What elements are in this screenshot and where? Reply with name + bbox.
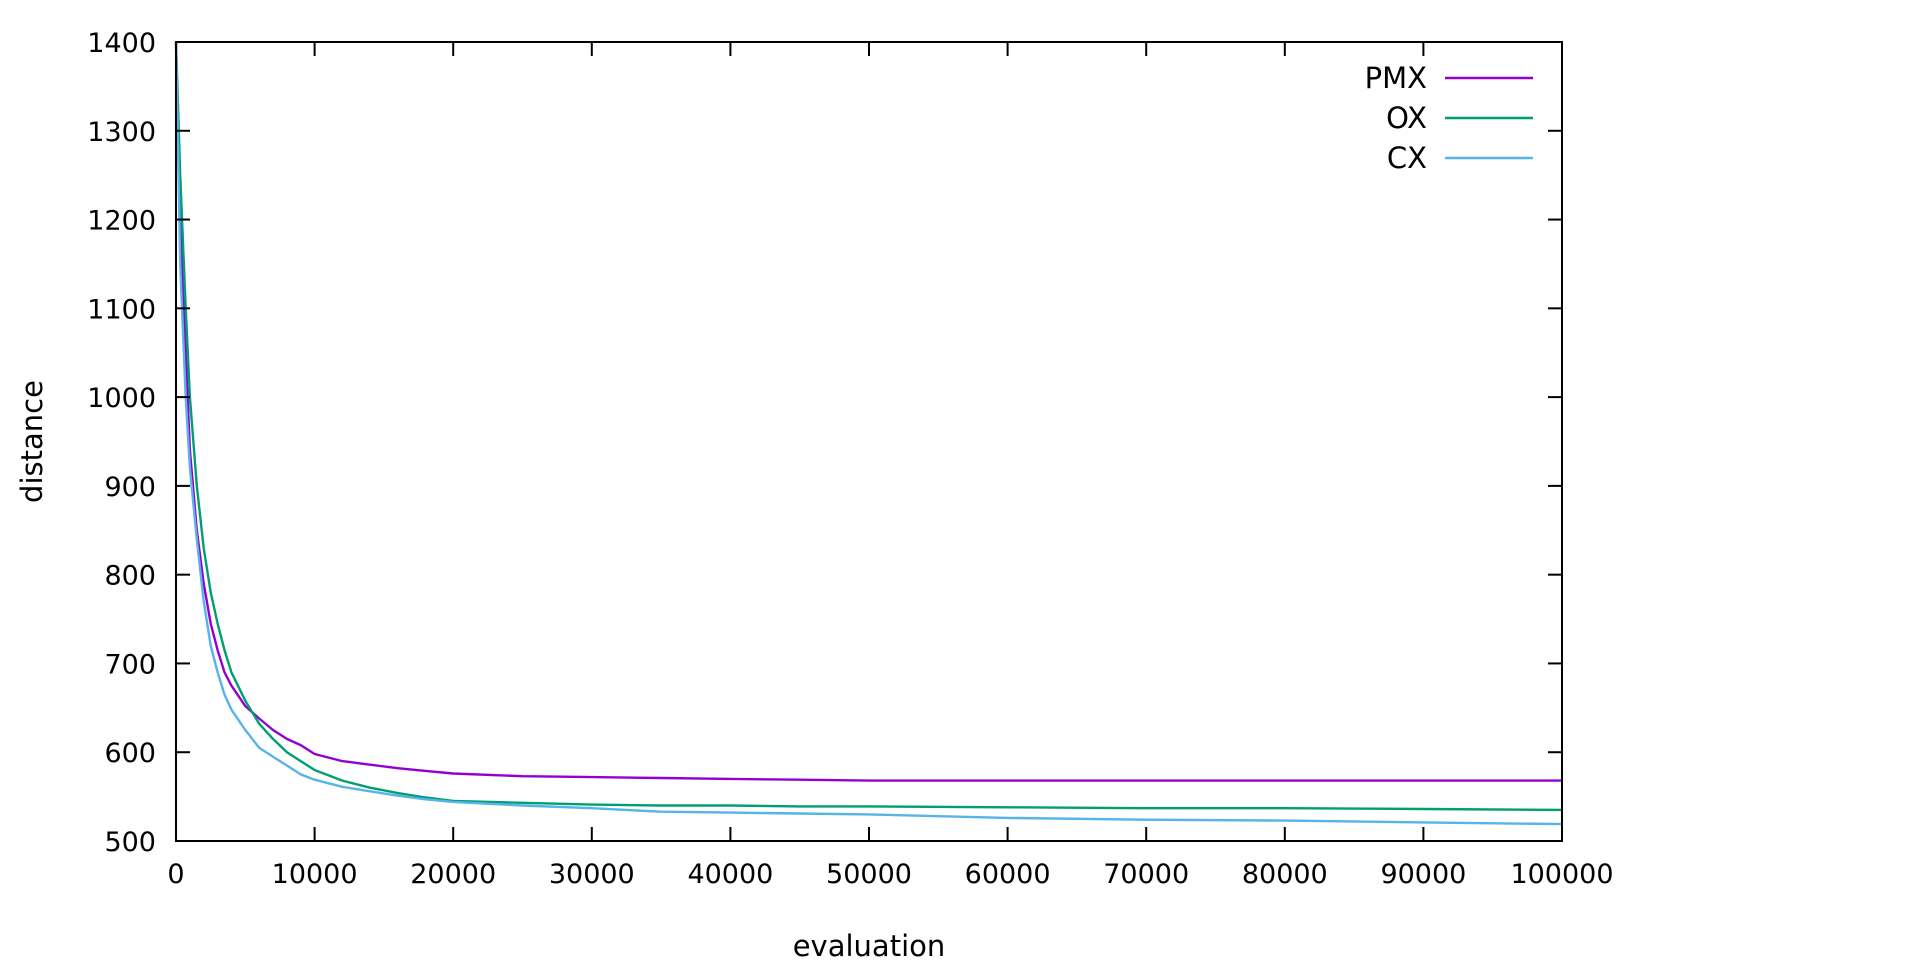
legend-label-pmx: PMX — [1365, 61, 1427, 95]
x-tick-label: 10000 — [272, 859, 358, 890]
series-line-cx — [174, 41, 1563, 826]
x-tick-label: 70000 — [1103, 859, 1189, 890]
x-tick-label: 50000 — [826, 859, 912, 890]
legend-label-ox: OX — [1386, 101, 1427, 135]
y-tick-label: 1000 — [87, 383, 156, 414]
x-tick-label: 40000 — [687, 859, 773, 890]
legend-label-cx: CX — [1387, 141, 1427, 175]
x-tick-label: 60000 — [965, 859, 1051, 890]
x-tick-label: 30000 — [549, 859, 635, 890]
y-tick-label: 1300 — [87, 117, 156, 148]
series-line-ox — [174, 41, 1563, 812]
y-axis-title: distance — [15, 380, 49, 503]
x-tick-label: 0 — [167, 859, 184, 890]
y-tick-label: 800 — [104, 561, 156, 592]
series-line-pmx — [174, 41, 1562, 782]
plot-frame — [175, 41, 1563, 842]
y-tick-label: 700 — [104, 649, 156, 680]
ticks-layer: 0 10000 20000 30000 40000 50000 60000 70000 8000… — [87, 28, 1613, 890]
series-layer — [174, 41, 1563, 826]
y-tick-label: 1100 — [87, 294, 156, 325]
y-tick-label: 1400 — [87, 28, 156, 59]
x-tick-label: 20000 — [410, 859, 496, 890]
legend: PMX OX CX — [1365, 61, 1533, 175]
y-tick-label: 900 — [104, 472, 156, 503]
x-tick-label: 100000 — [1510, 859, 1613, 890]
x-tick-label: 80000 — [1242, 859, 1328, 890]
x-axis-title: evaluation — [793, 929, 946, 961]
y-tick-label: 1200 — [87, 206, 156, 237]
y-tick-label: 600 — [104, 738, 156, 769]
y-tick-label: 500 — [104, 827, 156, 858]
x-tick-label: 90000 — [1380, 859, 1466, 890]
